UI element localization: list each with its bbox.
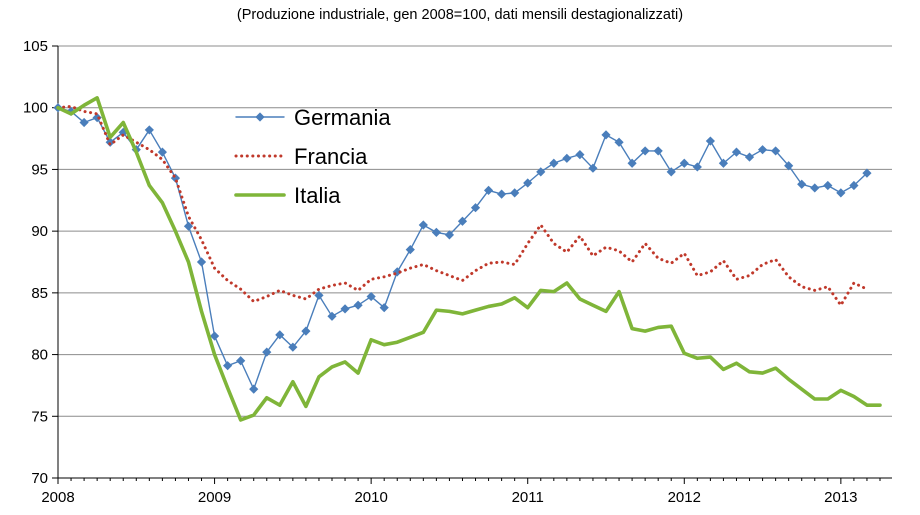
y-tick-label: 70 <box>31 470 48 487</box>
data-point-germania <box>249 384 259 394</box>
data-point-germania <box>418 220 428 230</box>
y-tick-label: 100 <box>23 100 48 117</box>
data-point-germania <box>849 180 859 191</box>
data-point-germania <box>705 136 715 146</box>
data-point-germania <box>549 158 559 168</box>
data-point-germania <box>601 130 611 140</box>
legend-label: Italia <box>294 183 341 208</box>
data-point-germania <box>510 188 520 198</box>
x-tick-label: 2011 <box>512 489 544 506</box>
data-point-germania <box>183 221 194 231</box>
data-point-germania <box>718 158 729 168</box>
data-point-germania <box>236 356 246 366</box>
data-point-germania <box>209 331 220 341</box>
legend: Germania Francia Italia <box>234 105 391 208</box>
data-point-germania <box>588 163 598 173</box>
data-point-germania <box>614 137 624 147</box>
y-tick-label: 80 <box>31 347 48 364</box>
data-point-germania <box>275 330 285 340</box>
data-point-germania <box>79 117 89 128</box>
axes: 70 75 80 85 90 95 100 105 2008 2009 2010 2011 2012 20… <box>23 38 892 506</box>
y-tick-label: 90 <box>31 223 48 240</box>
data-point-germania <box>262 347 272 357</box>
data-point-germania <box>575 150 585 160</box>
y-tick-label: 105 <box>23 38 48 55</box>
data-point-germania <box>757 145 768 155</box>
series-germania <box>53 103 872 394</box>
data-point-germania <box>784 161 794 171</box>
data-point-germania <box>340 304 350 314</box>
data-point-germania <box>301 326 311 336</box>
data-point-germania <box>327 311 337 321</box>
data-point-germania <box>679 158 689 168</box>
legend-item-francia: Francia <box>234 144 368 169</box>
data-point-germania <box>536 167 546 177</box>
data-point-germania <box>470 203 481 213</box>
data-point-germania <box>823 180 833 191</box>
data-point-germania <box>144 125 154 135</box>
data-point-germania <box>640 146 650 156</box>
data-point-germania <box>353 300 363 310</box>
x-tick-label: 2010 <box>354 489 387 506</box>
data-point-germania <box>810 183 820 193</box>
y-tick-label: 75 <box>31 408 48 425</box>
legend-item-germania: Germania <box>235 105 391 130</box>
data-point-germania <box>379 303 389 313</box>
data-point-germania <box>692 162 702 172</box>
data-point-germania <box>483 185 494 196</box>
legend-label: Francia <box>294 144 368 169</box>
series-line-germania <box>57 107 868 390</box>
data-point-germania <box>196 257 207 267</box>
data-point-germania <box>288 342 298 352</box>
data-point-germania <box>431 227 441 237</box>
data-point-germania <box>653 146 663 156</box>
data-point-germania <box>92 112 102 123</box>
series-francia <box>56 104 869 307</box>
data-point-germania <box>562 153 572 163</box>
data-point-germania <box>314 290 324 300</box>
x-tick-label: 2009 <box>198 489 231 506</box>
data-point-germania <box>836 188 846 198</box>
x-tick-label: 2013 <box>824 489 857 506</box>
chart-subtitle: (Produzione industriale, gen 2008=100, d… <box>237 7 683 23</box>
legend-marker <box>255 112 265 122</box>
series-italia <box>56 96 882 422</box>
data-point-germania <box>627 158 637 168</box>
data-point-germania <box>771 146 781 156</box>
x-tick-label: 2012 <box>668 489 701 506</box>
data-point-germania <box>731 147 742 157</box>
data-point-germania <box>862 168 872 178</box>
data-point-germania <box>797 179 807 189</box>
data-point-germania <box>444 230 455 240</box>
x-tick-label: 2008 <box>41 489 74 506</box>
data-point-germania <box>105 137 115 147</box>
data-point-germania <box>223 361 233 371</box>
legend-label: Germania <box>294 105 391 130</box>
legend-item-italia: Italia <box>234 183 341 208</box>
y-tick-label: 85 <box>31 285 48 302</box>
data-point-germania <box>457 216 468 226</box>
data-point-germania <box>523 178 533 188</box>
y-tick-label: 95 <box>31 161 48 178</box>
series-line-francia <box>56 104 869 307</box>
series-line-italia <box>56 96 882 422</box>
series-group <box>53 96 882 422</box>
data-point-germania <box>405 245 415 255</box>
data-point-germania <box>744 152 755 162</box>
data-point-germania <box>497 189 507 199</box>
data-point-germania <box>157 147 167 157</box>
data-point-germania <box>366 291 376 302</box>
data-point-germania <box>666 167 676 177</box>
